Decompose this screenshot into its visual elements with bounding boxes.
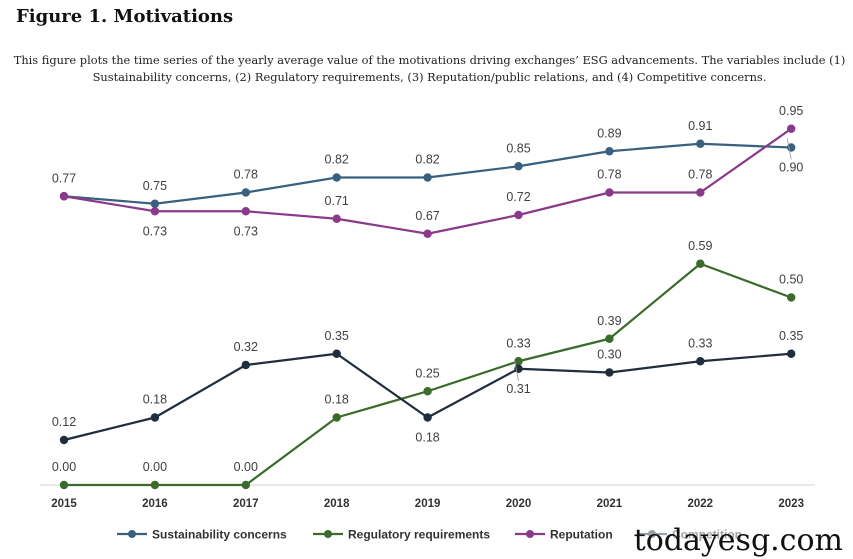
data-point-regulatory-requirements xyxy=(59,480,69,490)
data-label: 0.90 xyxy=(779,161,803,175)
data-label: 0.35 xyxy=(325,329,349,343)
data-label: 0.50 xyxy=(779,273,803,287)
data-point-reputation xyxy=(514,210,523,220)
legend-item-regulatory-requirements: Regulatory requirements xyxy=(313,528,490,542)
x-tick-label: 2015 xyxy=(51,498,77,510)
data-label: 0.18 xyxy=(415,431,439,445)
data-label: 0.89 xyxy=(597,126,621,140)
data-label: 0.59 xyxy=(688,239,712,253)
legend-item-reputation: Reputation xyxy=(515,528,613,542)
data-label: 0.39 xyxy=(597,314,621,328)
data-label: 0.35 xyxy=(779,329,803,343)
data-point-regulatory-requirements xyxy=(241,480,250,490)
data-point-reputation xyxy=(423,229,432,238)
data-point-reputation xyxy=(605,188,614,197)
data-point-competition xyxy=(696,357,705,366)
x-tick-label: 2019 xyxy=(415,498,441,510)
data-point-regulatory-requirements xyxy=(605,334,614,343)
x-tick-label: 2017 xyxy=(233,498,259,510)
legend-label: Reputation xyxy=(550,528,613,542)
data-point-sustainability-concerns xyxy=(605,147,614,156)
data-point-regulatory-requirements xyxy=(423,387,432,396)
data-label: 0.85 xyxy=(506,141,530,155)
data-label: 0.95 xyxy=(779,104,803,118)
data-label: 0.71 xyxy=(325,194,349,208)
data-label: 0.18 xyxy=(143,393,167,407)
data-point-sustainability-concerns xyxy=(241,188,250,197)
data-point-competition xyxy=(241,360,250,370)
data-point-competition xyxy=(150,413,160,422)
data-label: 0.73 xyxy=(143,224,167,238)
data-label: 0.78 xyxy=(688,168,712,182)
data-point-competition xyxy=(787,349,796,358)
data-point-sustainability-concerns xyxy=(696,139,705,148)
x-tick-label: 2018 xyxy=(324,498,350,510)
data-label: 0.30 xyxy=(597,348,621,362)
legend-item-sustainability-concerns: Sustainability concerns xyxy=(117,528,287,542)
data-label: 0.12 xyxy=(52,415,76,429)
data-label: 0.00 xyxy=(52,460,76,474)
data-point-competition xyxy=(59,435,69,445)
data-label: 0.33 xyxy=(688,336,712,350)
data-point-reputation xyxy=(59,192,69,201)
data-label: 0.77 xyxy=(52,171,76,185)
data-label: 0.25 xyxy=(415,366,439,380)
data-label: 0.91 xyxy=(688,119,712,133)
data-label: 0.67 xyxy=(415,209,439,223)
x-tick-label: 2022 xyxy=(688,498,714,510)
legend-swatch-marker xyxy=(526,530,534,538)
legend-swatch-marker xyxy=(128,530,136,538)
data-label: 0.78 xyxy=(597,168,621,182)
data-point-reputation xyxy=(150,207,160,216)
x-tick-label: 2023 xyxy=(778,498,804,510)
data-point-sustainability-concerns xyxy=(332,173,341,182)
data-label: 0.75 xyxy=(143,179,167,193)
data-label: 0.33 xyxy=(506,336,530,350)
data-point-regulatory-requirements xyxy=(696,259,705,268)
data-label: 0.18 xyxy=(325,393,349,407)
data-label: 0.78 xyxy=(234,168,258,182)
data-label: 0.82 xyxy=(325,153,349,167)
data-point-competition xyxy=(605,368,614,377)
label-leader-line xyxy=(514,359,519,381)
data-point-reputation xyxy=(241,207,250,216)
data-point-regulatory-requirements xyxy=(332,413,341,422)
watermark: todayesg.com xyxy=(631,523,845,559)
data-label: 0.00 xyxy=(143,460,167,474)
data-point-sustainability-concerns xyxy=(514,162,523,171)
data-point-reputation xyxy=(787,124,796,133)
x-tick-label: 2021 xyxy=(597,498,623,510)
legend-label: Sustainability concerns xyxy=(152,528,287,542)
legend-label: Regulatory requirements xyxy=(348,528,490,542)
data-label: 0.00 xyxy=(234,460,258,474)
data-point-regulatory-requirements xyxy=(514,357,523,366)
data-point-sustainability-concerns xyxy=(150,199,160,208)
figure-caption: This figure plots the time series of the… xyxy=(13,53,846,84)
data-point-regulatory-requirements xyxy=(150,480,160,490)
data-point-sustainability-concerns xyxy=(423,173,432,182)
data-label: 0.73 xyxy=(234,224,258,238)
data-point-regulatory-requirements xyxy=(787,293,796,302)
legend-swatch-marker xyxy=(324,530,332,538)
x-tick-label: 2016 xyxy=(142,498,168,510)
x-tick-label: 2020 xyxy=(506,498,532,510)
data-point-competition xyxy=(332,349,341,358)
data-label: 0.82 xyxy=(415,153,439,167)
data-label: 0.32 xyxy=(234,340,258,354)
data-label: 0.72 xyxy=(506,190,530,204)
data-point-competition xyxy=(423,413,432,422)
label-leader-line xyxy=(786,138,792,160)
figure-title: Figure 1. Motivations xyxy=(16,6,234,27)
data-point-reputation xyxy=(332,214,341,223)
data-point-reputation xyxy=(696,188,705,197)
data-label: 0.31 xyxy=(506,382,530,396)
